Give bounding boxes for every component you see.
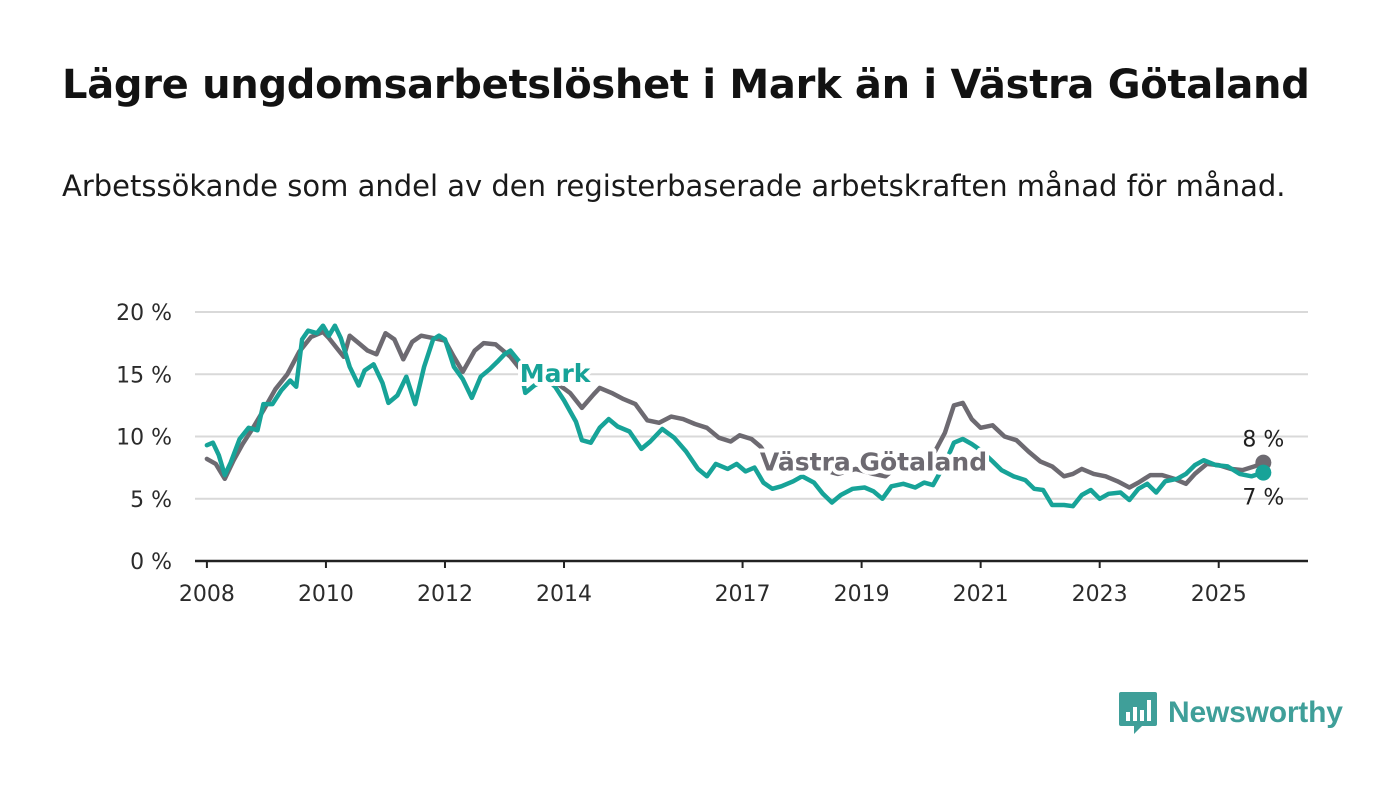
series-line-mark [204,323,1266,509]
gridlines [195,311,1308,500]
y-tick-label: 20 % [116,301,172,326]
series-labels: Mark Västra Götaland [516,355,991,480]
end-point-marker [1255,464,1272,481]
series-label-mark: Mark [520,359,592,388]
x-tick-label: 2025 [1191,582,1247,607]
series-line-vastra-gotaland [204,329,1266,490]
end-value-label-mark: 7 % [1242,486,1284,511]
newsworthy-logo[interactable]: Newsworthy [1118,690,1343,736]
series-lines [204,323,1266,509]
y-tick-label: 0 % [130,550,172,575]
x-tick-label: 2023 [1072,582,1128,607]
chart-subtitle: Arbetssökande som andel av den registerb… [62,169,1286,203]
series-label-vastra-gotaland: Västra Götaland [760,447,987,476]
bar-chart-logo-icon [1119,692,1157,734]
y-tick-label: 10 % [116,426,172,451]
chart-title: Lägre ungdomsarbetslöshet i Mark än i Vä… [62,62,1310,108]
x-tick-label: 2012 [417,582,473,607]
x-tick-label: 2010 [298,582,354,607]
y-axis-ticks: 0 % 5 % 10 % 15 % 20 % [116,301,172,575]
end-value-label-vastra-gotaland: 8 % [1242,428,1284,453]
x-tick-label: 2008 [179,582,235,607]
x-tick-label: 2019 [834,582,890,607]
x-tick-label: 2017 [715,582,771,607]
y-tick-label: 15 % [116,363,172,388]
x-axis-ticks: 2008 2010 2012 2014 2017 2019 2021 2023 2025 [179,561,1247,607]
brand-name: Newsworthy [1168,696,1343,729]
y-tick-label: 5 % [130,488,172,513]
x-tick-label: 2021 [953,582,1009,607]
x-tick-label: 2014 [536,582,592,607]
end-markers: 8 % 7 % [1242,428,1284,511]
